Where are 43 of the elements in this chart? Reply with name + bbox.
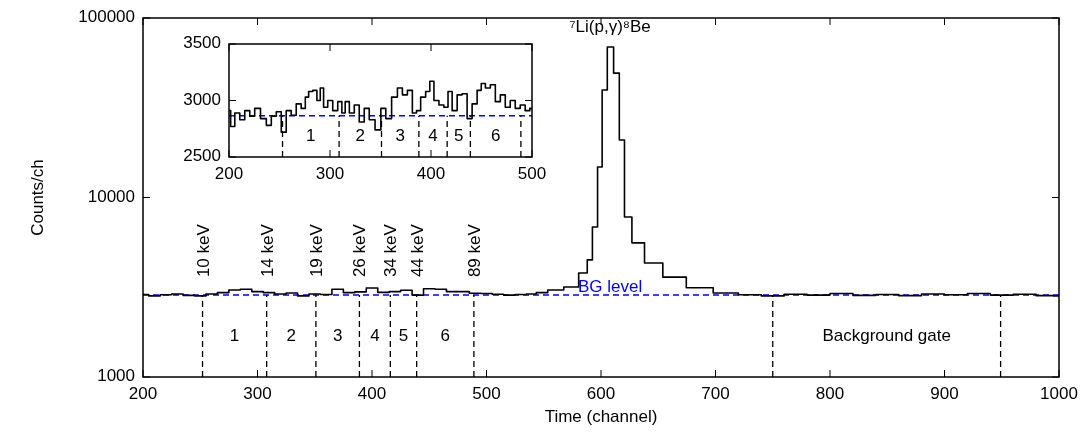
x-tick-label: 500 xyxy=(472,384,501,403)
ref-line-label: BG level xyxy=(578,277,643,297)
y-axis-title: Counts/ch xyxy=(28,159,47,236)
x-tick-label: 400 xyxy=(416,164,446,183)
y-tick-label: 2500 xyxy=(183,146,221,166)
annotation: 3 xyxy=(332,325,343,345)
annotation: 2 xyxy=(286,325,297,345)
annotation: 6 xyxy=(440,325,451,345)
annotation: 6 xyxy=(490,125,501,145)
ref-line-label: 14 keV xyxy=(257,223,277,278)
annotation: 1 xyxy=(306,125,316,145)
x-tick-label: 200 xyxy=(128,384,158,403)
ref-line-label: 44 keV xyxy=(407,223,427,278)
annotation: 4 xyxy=(370,325,380,345)
y-tick-label: 1000 xyxy=(97,366,135,386)
annotation: Background gate xyxy=(822,325,951,345)
annotation: 1 xyxy=(229,325,240,345)
y-tick-label: 3500 xyxy=(183,33,221,53)
y-tick-label: 10000 xyxy=(87,186,135,206)
ref-line-label: 89 keV xyxy=(464,223,484,278)
x-tick-label: 900 xyxy=(930,384,959,403)
y-tick-label: 3000 xyxy=(183,89,221,109)
ref-line-label: 10 keV xyxy=(193,223,213,278)
x-tick-label: 800 xyxy=(815,384,845,403)
x-tick-label: 400 xyxy=(357,384,387,403)
annotation: 5 xyxy=(398,325,409,345)
annotation: 2 xyxy=(355,125,366,145)
annotation: 3 xyxy=(395,125,405,145)
chart-title: ⁷Li(p,γ)⁸Be xyxy=(569,17,651,36)
x-tick-label: 500 xyxy=(517,164,547,183)
x-tick-label: 1000 xyxy=(1040,384,1078,403)
ref-line-label: 19 keV xyxy=(306,223,326,278)
ref-line-label: 34 keV xyxy=(381,223,401,278)
x-tick-label: 300 xyxy=(243,384,272,403)
x-tick-label: 300 xyxy=(315,164,345,183)
x-axis-title: Time (channel) xyxy=(544,407,658,426)
x-tick-label: 200 xyxy=(214,164,244,183)
x-tick-label: 600 xyxy=(586,384,616,403)
ref-line-label: 26 keV xyxy=(350,223,370,278)
annotation: 5 xyxy=(454,125,464,145)
x-tick-label: 700 xyxy=(701,384,730,403)
y-tick-label: 100000 xyxy=(78,7,135,27)
annotation: 4 xyxy=(428,125,438,145)
